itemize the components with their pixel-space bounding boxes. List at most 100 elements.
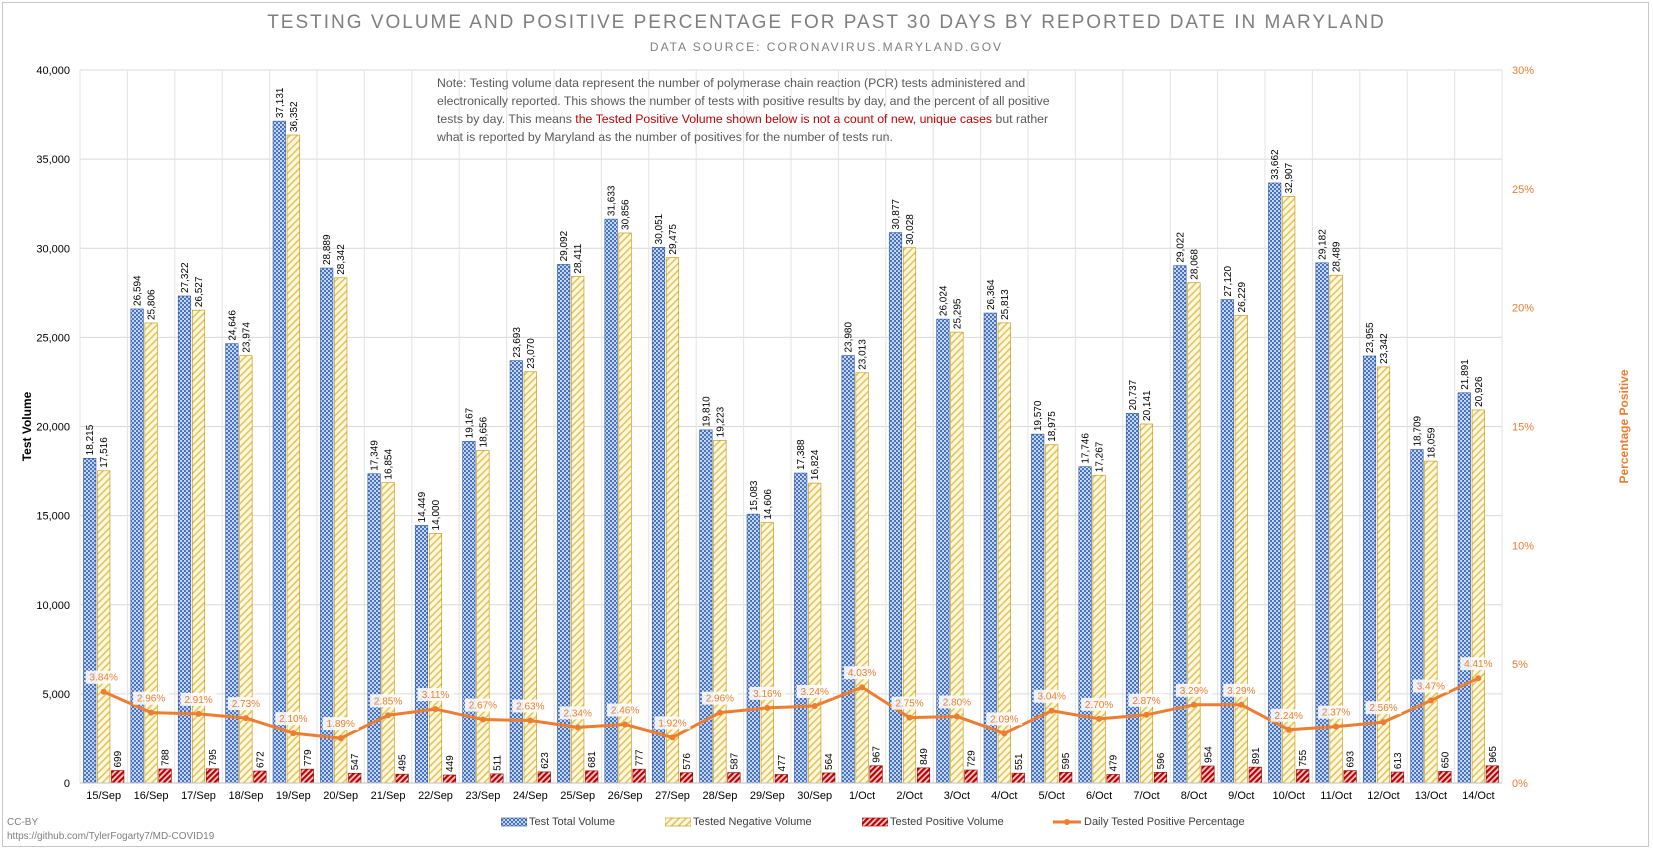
line-label-bg bbox=[180, 692, 217, 706]
legend-swatch bbox=[1053, 819, 1081, 826]
label-tested-negative: 23,013 bbox=[858, 339, 869, 370]
y2-axis-title: Percentage Positive bbox=[1617, 369, 1631, 483]
label-test-total: 19,810 bbox=[701, 396, 712, 427]
line-label-bg bbox=[891, 696, 928, 710]
line-label: 3.29% bbox=[1180, 686, 1208, 697]
label-tested-positive: 650 bbox=[1440, 751, 1451, 768]
label-tested-positive: 576 bbox=[682, 753, 693, 770]
label-tested-positive: 477 bbox=[777, 754, 788, 771]
label-test-total: 23,693 bbox=[512, 327, 523, 358]
line-point bbox=[385, 712, 392, 719]
legend-label: Test Total Volume bbox=[529, 816, 616, 828]
label-test-total: 23,980 bbox=[844, 322, 855, 353]
label-tested-negative: 25,806 bbox=[147, 289, 158, 320]
bar-tested-positive bbox=[158, 768, 172, 784]
label-tested-positive: 849 bbox=[919, 748, 930, 765]
label-tested-negative: 20,141 bbox=[1142, 390, 1153, 421]
label-tested-positive: 954 bbox=[1203, 746, 1214, 763]
bar-tested-negative bbox=[1045, 444, 1059, 784]
label-tested-negative: 29,475 bbox=[668, 224, 679, 255]
line-label-bg bbox=[844, 666, 881, 680]
legend-item: Tested Positive Volume bbox=[861, 816, 1004, 828]
line-point bbox=[290, 730, 297, 737]
y2-tick-label: 5% bbox=[1512, 659, 1528, 671]
label-test-total: 37,131 bbox=[275, 87, 286, 118]
bar-tested-positive bbox=[1153, 772, 1168, 784]
y2-tick-label: 15% bbox=[1512, 422, 1534, 434]
x-tick-label: 12/Oct bbox=[1367, 790, 1399, 802]
bar-test-total bbox=[936, 318, 950, 784]
line-label: 3.11% bbox=[422, 690, 450, 701]
line-label-bg bbox=[1365, 701, 1402, 715]
line-label: 3.47% bbox=[1417, 682, 1445, 693]
bar-test-total bbox=[557, 264, 571, 784]
legend-swatch bbox=[664, 817, 692, 827]
bar-tested-positive bbox=[869, 765, 883, 784]
label-tested-negative: 16,854 bbox=[384, 449, 395, 480]
bar-test-total bbox=[462, 441, 476, 784]
line-label: 2.96% bbox=[706, 694, 734, 705]
bar-tested-negative bbox=[808, 482, 822, 784]
bar-tested-negative bbox=[1282, 196, 1296, 784]
bar-test-total bbox=[1457, 392, 1471, 784]
label-tested-positive: 967 bbox=[872, 746, 883, 763]
label-tested-negative: 23,342 bbox=[1379, 333, 1390, 364]
x-tick-label: 23/Sep bbox=[465, 790, 500, 802]
line-label-bg bbox=[417, 688, 454, 702]
footer-url: https://github.com/TylerFogarty7/MD-COVI… bbox=[7, 831, 215, 842]
label-tested-positive: 788 bbox=[161, 749, 172, 766]
bar-test-total bbox=[1220, 299, 1234, 784]
bar-test-total bbox=[651, 247, 666, 784]
bar-tested-positive bbox=[916, 767, 931, 784]
line-label: 4.03% bbox=[848, 668, 876, 679]
label-tested-positive: 779 bbox=[303, 749, 314, 766]
x-tick-label: 18/Sep bbox=[228, 790, 263, 802]
bar-tested-positive bbox=[1438, 771, 1452, 784]
bar-tested-negative bbox=[665, 257, 680, 784]
bar-test-total bbox=[1410, 449, 1424, 784]
bar-tested-positive bbox=[111, 770, 125, 784]
line-point bbox=[1190, 701, 1197, 708]
x-tick-label: 2/Oct bbox=[896, 790, 922, 802]
y2-tick-label: 25% bbox=[1512, 184, 1534, 196]
label-test-total: 29,182 bbox=[1318, 229, 1329, 260]
line-point bbox=[337, 735, 344, 742]
label-test-total: 33,662 bbox=[1270, 149, 1281, 180]
bar-test-total bbox=[1315, 262, 1329, 784]
line-point bbox=[195, 710, 202, 717]
label-tested-negative: 28,489 bbox=[1332, 241, 1343, 272]
bar-test-total bbox=[841, 355, 855, 784]
x-tick-label: 24/Sep bbox=[513, 790, 548, 802]
bar-test-total bbox=[414, 525, 429, 784]
bar-test-total bbox=[272, 120, 286, 784]
bar-tested-positive bbox=[1343, 770, 1357, 784]
label-tested-positive: 495 bbox=[398, 754, 409, 771]
label-tested-positive: 587 bbox=[729, 752, 740, 769]
line-point bbox=[148, 709, 155, 716]
bar-tested-positive bbox=[1485, 765, 1499, 784]
label-tested-positive: 965 bbox=[1488, 746, 1499, 763]
x-tick-label: 9/Oct bbox=[1228, 790, 1254, 802]
line-point bbox=[432, 706, 439, 713]
label-test-total: 19,570 bbox=[1033, 400, 1044, 431]
bar-test-total bbox=[177, 295, 192, 784]
label-tested-negative: 16,824 bbox=[810, 449, 821, 480]
label-tested-negative: 25,813 bbox=[1000, 289, 1011, 320]
line-point bbox=[1143, 711, 1150, 718]
label-tested-positive: 755 bbox=[1298, 749, 1309, 766]
line-label: 2.56% bbox=[1369, 703, 1397, 714]
line-label: 3.29% bbox=[1227, 686, 1255, 697]
label-tested-positive: 729 bbox=[966, 750, 977, 767]
x-tick-label: 6/Oct bbox=[1086, 790, 1112, 802]
y-tick-label: 25,000 bbox=[36, 332, 70, 344]
legend-line-marker bbox=[1064, 819, 1070, 826]
label-test-total: 30,877 bbox=[891, 199, 902, 230]
bar-tested-positive bbox=[1059, 772, 1073, 784]
label-tested-positive: 795 bbox=[208, 749, 219, 766]
y-tick-label: 35,000 bbox=[36, 154, 70, 166]
label-tested-positive: 891 bbox=[1251, 747, 1262, 764]
label-test-total: 31,633 bbox=[607, 185, 618, 216]
label-tested-negative: 28,342 bbox=[336, 244, 347, 275]
line-label: 2.10% bbox=[279, 714, 307, 725]
label-tested-negative: 20,926 bbox=[1474, 376, 1485, 407]
